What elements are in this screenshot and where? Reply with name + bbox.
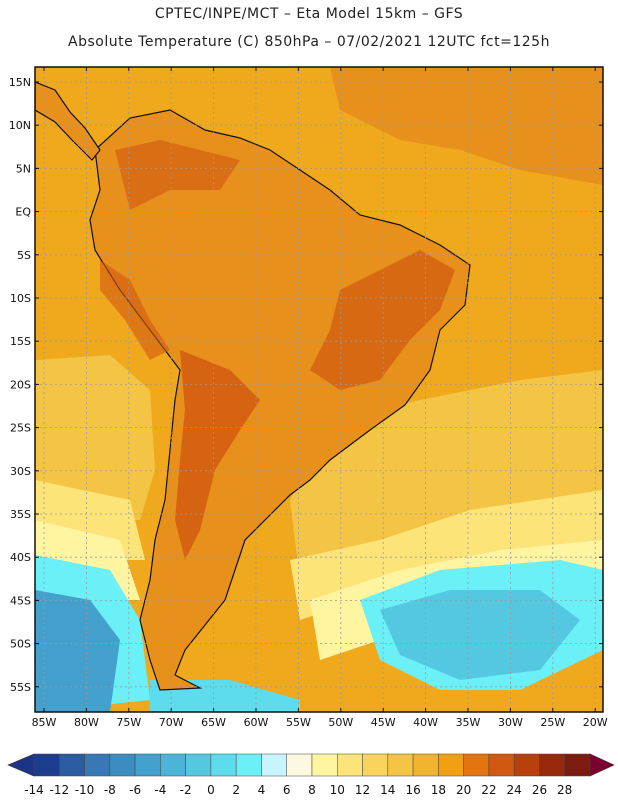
colorbar-tick-label: 6 [283,783,291,797]
lon-label: 70W [159,716,184,729]
lon-label: 25W [540,716,565,729]
lat-label: 10N [9,119,31,132]
lon-label: 50W [328,716,353,729]
lon-label: 80W [74,716,99,729]
colorbar-tick-label: -6 [129,783,141,797]
lat-label: 50S [10,638,31,651]
warm-band-northeast [330,67,603,185]
lat-label: 5S [17,249,31,262]
lat-label: 45S [10,594,31,607]
colorbar-swatch [488,753,515,777]
colorbar-tick-label: -8 [104,783,116,797]
colorbar-tick-label: 24 [507,783,522,797]
lon-label: 55W [286,716,311,729]
colorbar-tick-label: -2 [180,783,192,797]
colorbar-swatch [185,753,212,777]
colorbar-tick-label: 20 [456,783,471,797]
colorbar-tick-label: -4 [154,783,166,797]
lat-label: 30S [10,465,31,478]
map-frame [34,66,604,713]
pale-yellow-south [35,480,603,620]
colorbar-swatch [513,753,540,777]
colorbar-tick-label: 22 [481,783,496,797]
colorbar-swatch [160,753,186,777]
colorbar-tick-label: 16 [405,783,420,797]
colorbar-swatch [387,753,414,777]
lon-label: 75W [116,716,141,729]
lon-label: 85W [32,716,57,729]
colorbar-tick-label: 4 [258,783,266,797]
colorbar-tick-label: 26 [532,783,547,797]
colorbar-swatch [210,753,237,777]
lat-label: 20S [10,378,31,391]
colorbar [7,753,615,777]
lat-label: 25S [10,422,31,435]
map-title: CPTEC/INPE/MCT – Eta Model 15km – GFS [154,6,464,22]
lat-label: 5N [16,162,31,175]
colorbar-tick-label: 28 [557,783,572,797]
colorbar-tick-label: 8 [308,783,316,797]
colorbar-tick-label: -10 [75,783,95,797]
colorbar-tick-label: -14 [24,783,44,797]
lat-label: 35S [10,508,31,521]
central-america-land [35,81,101,161]
colorbar-tick-label: 18 [431,783,446,797]
colorbar-swatch [84,753,111,777]
colorbar-swatch [412,753,439,777]
yellow-zone-southwest [35,355,155,520]
hot-interior-north [115,140,240,210]
colorbar-swatch [134,753,161,777]
colorbar-swatch [564,753,591,777]
lon-label: 65W [201,716,226,729]
colorbar-swatch [463,753,490,777]
lat-label: EQ [15,206,31,219]
lon-label: 45W [371,716,396,729]
lat-label: 55S [10,681,31,694]
lon-label: 30W [498,716,523,729]
colorbar-arrow-right [589,753,615,777]
lon-label: 60W [244,716,269,729]
colorbar-swatch [235,753,262,777]
colorbar-swatch [261,753,287,777]
lon-label: 35W [456,716,481,729]
hot-interior-west [100,260,170,360]
colorbar-arrow-left [7,753,35,777]
map-subtitle: Absolute Temperature (C) 850hPa – 07/02/… [68,34,550,50]
lon-label: 40W [413,716,438,729]
lat-label: 10S [10,292,31,305]
colorbar-swatch [286,753,313,777]
colorbar-tick-label: 2 [232,783,240,797]
colorbar-swatch [539,753,565,777]
colorbar-swatch [59,753,85,777]
colorbar-tick-label: 0 [207,783,215,797]
colorbar-tick-label: 10 [330,783,345,797]
lat-label: 15N [9,76,31,89]
map-field [35,67,603,712]
hot-interior-brazil [310,250,455,390]
hot-interior-andes [175,350,260,560]
colorbar-swatch [109,753,136,777]
lon-label: 20W [583,716,608,729]
colorbar-tick-label: -12 [49,783,69,797]
colorbar-swatch [337,753,363,777]
lat-label: 15S [10,335,31,348]
colorbar-swatch [362,753,389,777]
colorbar-swatch [311,753,338,777]
colorbar-swatch [33,753,60,777]
lat-label: 40S [10,551,31,564]
cold-patch-southeast-deep [380,590,580,680]
colorbar-tick-label: 14 [380,783,395,797]
colorbar-swatch [438,753,464,777]
colorbar-tick-label: 12 [355,783,370,797]
cold-patch-southwest-deep [35,590,120,712]
